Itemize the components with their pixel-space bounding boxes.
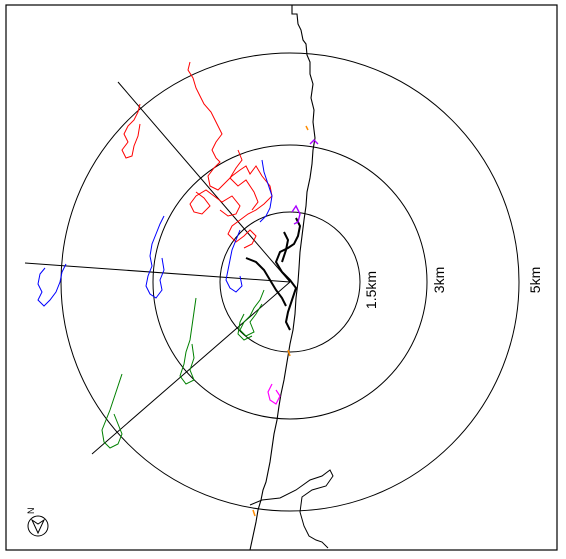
green-track-inner: [239, 289, 265, 337]
black-track-b: [245, 257, 287, 307]
purple-mark-north: [309, 139, 319, 145]
magenta-track: [267, 383, 281, 405]
black-track-c: [281, 231, 290, 263]
north-arrow-icon: [27, 515, 49, 537]
map-frame: [5, 4, 558, 551]
orange-mark-1: [305, 125, 309, 131]
orange-mark-2: [287, 349, 291, 357]
track-orange: [252, 125, 309, 517]
blue-track-inner: [225, 229, 243, 293]
radial-line-nw: [117, 81, 291, 283]
coastline: [249, 5, 316, 551]
purple-track: [291, 204, 301, 225]
blue-track-north: [259, 159, 273, 223]
red-track-main: [187, 61, 273, 249]
orange-mark-3: [252, 509, 256, 517]
blue-track-far-west: [37, 263, 67, 307]
black-track-a: [274, 217, 302, 331]
radial-line-w: [24, 262, 291, 283]
range-ring-3km: [152, 144, 428, 420]
track-black: [245, 217, 302, 331]
track-green: [101, 289, 265, 449]
north-arrow-label: N: [26, 508, 36, 515]
track-red: [121, 61, 273, 249]
river-detail: [249, 469, 334, 549]
ring-label-1.5km: 1.5km: [363, 271, 379, 309]
green-track-mid: [179, 297, 197, 385]
ring-label-5km: 5km: [527, 267, 543, 293]
track-blue: [37, 159, 273, 307]
range-rings: [60, 52, 520, 512]
ring-label-3km: 3km: [431, 267, 447, 293]
range-ring-5km: [60, 52, 520, 512]
track-magenta: [267, 383, 281, 405]
blue-track-mid-west: [145, 215, 165, 299]
red-track-loop: [189, 189, 241, 217]
red-track-west: [121, 103, 141, 159]
track-purple: [291, 139, 319, 225]
green-track-mid2: [237, 313, 253, 341]
green-track-outer: [101, 373, 123, 449]
range-ring-1.5km: [219, 211, 361, 353]
red-track-tail: [229, 149, 259, 211]
